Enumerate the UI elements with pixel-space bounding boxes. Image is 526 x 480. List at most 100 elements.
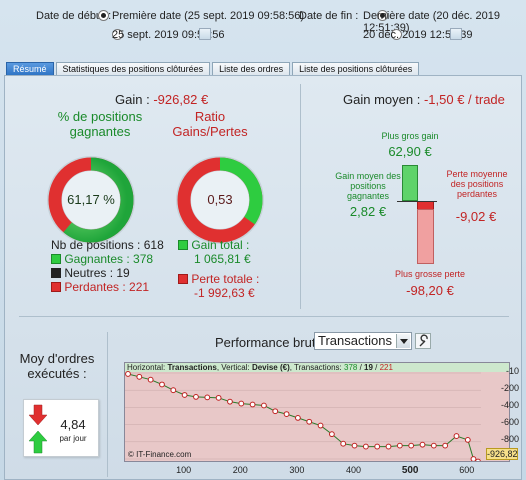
chart-point xyxy=(215,394,222,401)
chevron-down-icon[interactable] xyxy=(396,334,410,348)
chart-point xyxy=(419,441,426,448)
loss-square-icon xyxy=(51,282,61,292)
chart-point xyxy=(340,440,347,447)
max-gain-value: 62,90 € xyxy=(388,144,432,159)
donut-ratio-win-arc xyxy=(177,157,263,243)
chart-point xyxy=(396,442,403,449)
y-tick-label: -10 xyxy=(505,366,519,376)
chart-plot-area xyxy=(125,371,481,461)
loss-total-label: Perte totale : xyxy=(191,272,260,286)
start-first-date-radio[interactable] xyxy=(98,10,109,21)
chart-point xyxy=(204,394,211,401)
horizontal-divider xyxy=(19,316,509,317)
x-tick-label: 300 xyxy=(289,465,305,475)
tab-resume[interactable]: Résumé xyxy=(6,62,54,75)
avg-win-value: 2,82 € xyxy=(349,204,387,219)
wrench-icon[interactable] xyxy=(415,333,431,349)
start-custom-date-value[interactable]: 25 sept. 2019 09:58:56 xyxy=(112,29,225,41)
ratio-title: Ratio Gains/Pertes xyxy=(172,109,248,139)
winners-count: Gagnantes : 378 xyxy=(64,252,154,266)
max-gain-label: Plus gros gain xyxy=(381,131,439,141)
win-square-icon xyxy=(51,254,61,264)
bottom-divider xyxy=(107,332,108,477)
start-calendar-icon[interactable] xyxy=(199,28,211,40)
start-custom-date-radio[interactable] xyxy=(112,29,124,40)
chart-x-axis: 100 200 300 400 500 600 xyxy=(124,465,510,479)
gain-loss-totals: Gain total : 1 065,81 € Perte totale : -… xyxy=(178,238,259,300)
chart-point xyxy=(295,415,301,421)
end-custom-date-value[interactable]: 20 déc. 2019 12:51:39 xyxy=(363,29,473,41)
start-first-date-option[interactable]: Première date (25 sept. 2019 09:58:56) xyxy=(112,10,305,22)
tab-bar: Résumé Statistiques des positions clôtur… xyxy=(6,62,421,75)
chart-header: Horizontal: Transactions, Vertical: Devi… xyxy=(125,363,509,372)
loss-total-value: -1 992,63 € xyxy=(194,286,255,300)
chart-point xyxy=(261,402,267,409)
gain-total-square-icon xyxy=(178,240,188,250)
gain-total-label: Gain total : xyxy=(191,238,250,252)
chart-point xyxy=(125,371,131,377)
x-tick-label: 500 xyxy=(401,465,419,476)
y-tick-label: -800 xyxy=(500,434,519,444)
max-loss-bar xyxy=(417,209,434,264)
end-calendar-icon[interactable] xyxy=(450,28,462,40)
start-date-label: Date de début : xyxy=(36,10,112,22)
tab-closed-positions-list[interactable]: Liste des positions clôturées xyxy=(292,62,420,75)
neutral-count: Neutres : 19 xyxy=(64,266,130,280)
orders-card: 4,84 par jour xyxy=(23,399,99,457)
orders-title: Moy d'ordres exécutés : xyxy=(19,351,95,381)
chart-point xyxy=(181,392,188,398)
tab-closed-positions-stats[interactable]: Statistiques des positions clôturées xyxy=(55,62,211,75)
max-loss-value: -98,20 € xyxy=(406,283,454,298)
perf-select-value: Transactions xyxy=(318,333,392,348)
end-last-date-radio[interactable] xyxy=(377,10,389,21)
chart-point xyxy=(328,431,335,438)
y-tick-label: -200 xyxy=(500,383,519,393)
chart-point xyxy=(374,443,381,450)
avg-win-bar xyxy=(402,165,418,201)
zero-axis-line xyxy=(397,201,437,202)
x-tick-label: 600 xyxy=(459,465,475,475)
win-percent-value: 61,17 % xyxy=(67,192,115,207)
perf-select[interactable]: Transactions xyxy=(314,332,412,350)
x-tick-label: 200 xyxy=(232,465,248,475)
chart-point xyxy=(464,436,471,443)
chart-header-n2: 19 xyxy=(364,363,373,372)
chart-point xyxy=(147,376,154,383)
chart-point xyxy=(170,387,177,394)
loss-total-square-icon xyxy=(178,274,188,284)
end-date-label: Date de fin : xyxy=(299,10,359,22)
neutral-square-icon xyxy=(51,268,61,278)
performance-chart[interactable]: Horizontal: Transactions, Vertical: Devi… xyxy=(124,362,510,462)
chart-point xyxy=(272,408,279,415)
chart-header-h: Transactions xyxy=(167,363,217,372)
gain-label: Gain : xyxy=(115,92,150,107)
orders-value: 4,84 xyxy=(60,417,86,432)
win-percent-donut xyxy=(47,156,135,244)
summary-panel: Gain : -926,82 € % de positions gagnante… xyxy=(4,75,522,480)
donut-win-arc xyxy=(48,157,134,243)
gain-total-value: 1 065,81 € xyxy=(194,252,251,266)
avg-gain-value: -1,50 € / trade xyxy=(423,92,505,107)
avg-win-label: Gain moyen des positions gagnantes xyxy=(335,171,401,201)
end-custom-date-radio[interactable] xyxy=(391,29,403,40)
avg-gain-heading: Gain moyen : -1,50 € / trade xyxy=(343,92,505,107)
y-tick-label: -400 xyxy=(500,400,519,410)
chart-header-v: Devise (€) xyxy=(251,363,290,372)
y-tick-label: -600 xyxy=(500,417,519,427)
ratio-value: 0,53 xyxy=(207,192,233,207)
win-percent-title: % de positions gagnantes xyxy=(57,109,143,139)
chart-point xyxy=(453,433,460,439)
chart-point xyxy=(193,393,199,400)
tab-orders-list[interactable]: Liste des ordres xyxy=(212,62,291,75)
chart-point xyxy=(306,418,313,425)
avg-loss-value: -9,02 € xyxy=(455,209,497,224)
chart-watermark: © IT-Finance.com xyxy=(128,450,192,459)
avg-gain-label: Gain moyen : xyxy=(343,92,421,107)
chart-series-line xyxy=(127,373,479,461)
losers-count: Perdantes : 221 xyxy=(64,280,150,294)
ratio-donut xyxy=(176,156,264,244)
chart-y-axis: -10 -200 -400 -600 -800 xyxy=(483,364,519,464)
chart-point xyxy=(249,401,256,408)
chart-header-mid: , Vertical: xyxy=(216,363,252,372)
section-divider xyxy=(300,84,301,309)
